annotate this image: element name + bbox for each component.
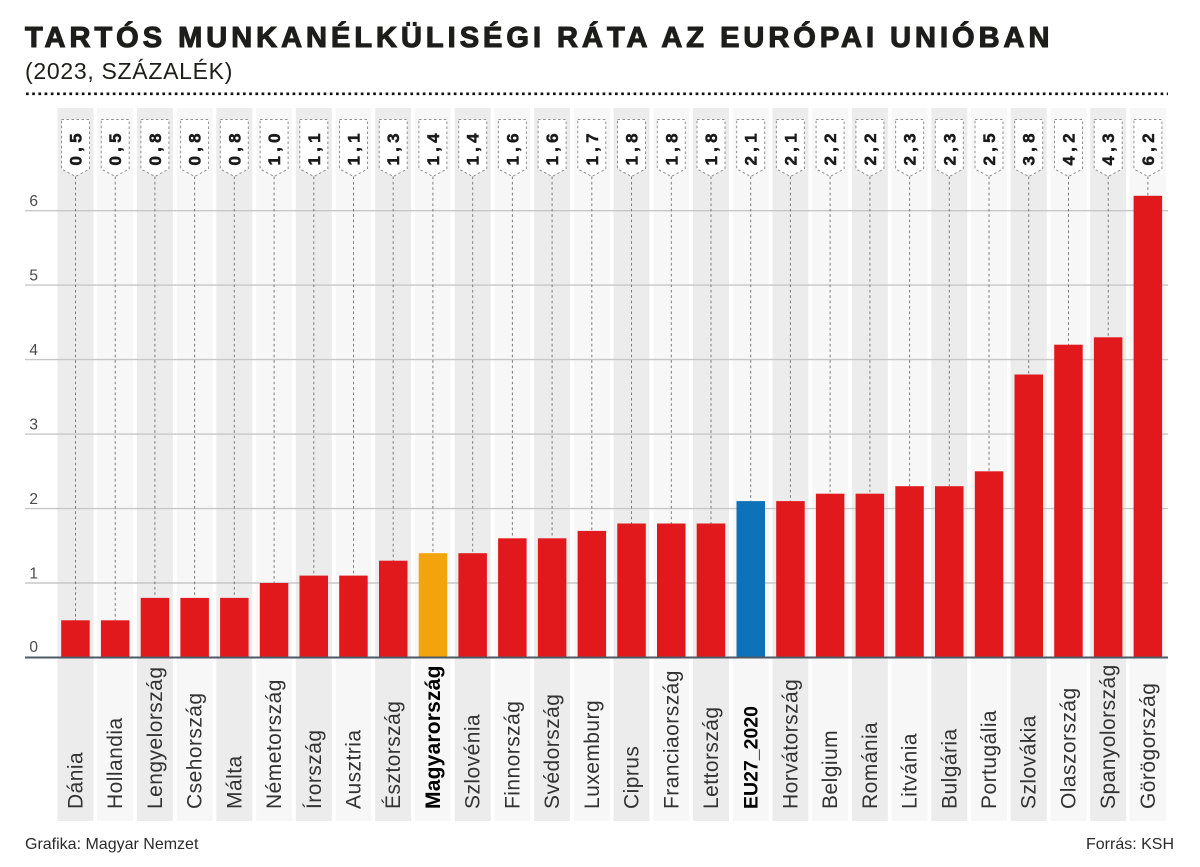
svg-text:1,4: 1,4 bbox=[424, 129, 443, 165]
svg-text:Szlovénia: Szlovénia bbox=[462, 714, 485, 809]
svg-text:0: 0 bbox=[29, 639, 38, 656]
svg-text:6,2: 6,2 bbox=[1139, 129, 1158, 165]
svg-text:1,6: 1,6 bbox=[543, 129, 562, 165]
svg-text:6: 6 bbox=[29, 193, 38, 210]
svg-text:EU27_2020: EU27_2020 bbox=[741, 706, 763, 809]
svg-text:1,1: 1,1 bbox=[345, 129, 364, 165]
svg-text:Horvátország: Horvátország bbox=[779, 679, 802, 809]
svg-text:Észtország: Észtország bbox=[382, 701, 405, 809]
svg-text:2,5: 2,5 bbox=[980, 129, 999, 165]
svg-text:2,2: 2,2 bbox=[821, 129, 840, 165]
svg-text:0,8: 0,8 bbox=[146, 129, 165, 165]
svg-text:4,2: 4,2 bbox=[1060, 129, 1079, 165]
svg-text:Magyarország: Magyarország bbox=[422, 665, 445, 809]
svg-text:Írország: Írország bbox=[303, 730, 326, 809]
svg-text:Ciprus: Ciprus bbox=[621, 746, 644, 809]
svg-text:3: 3 bbox=[29, 417, 38, 434]
svg-text:Dánia: Dánia bbox=[65, 752, 88, 809]
svg-text:5: 5 bbox=[29, 268, 38, 285]
svg-text:2,3: 2,3 bbox=[901, 129, 920, 165]
svg-text:1: 1 bbox=[29, 566, 38, 583]
svg-text:2,1: 2,1 bbox=[742, 129, 761, 165]
svg-text:0,8: 0,8 bbox=[225, 129, 244, 165]
svg-text:1,8: 1,8 bbox=[623, 129, 642, 165]
svg-text:0,8: 0,8 bbox=[186, 129, 205, 165]
svg-text:Bulgária: Bulgária bbox=[938, 728, 961, 809]
svg-text:1,3: 1,3 bbox=[384, 129, 403, 165]
svg-text:Románia: Románia bbox=[859, 722, 882, 809]
svg-text:1,6: 1,6 bbox=[503, 129, 522, 165]
svg-text:Görögország: Görögország bbox=[1137, 683, 1160, 809]
svg-text:1,4: 1,4 bbox=[464, 129, 483, 165]
svg-text:Csehország: Csehország bbox=[184, 692, 207, 809]
svg-text:Lettország: Lettország bbox=[700, 706, 723, 809]
svg-text:0,5: 0,5 bbox=[67, 129, 86, 165]
svg-text:1,1: 1,1 bbox=[305, 129, 324, 165]
svg-text:2,3: 2,3 bbox=[940, 129, 959, 165]
svg-text:4,3: 4,3 bbox=[1099, 129, 1118, 165]
svg-text:Lengyelország: Lengyelország bbox=[144, 667, 167, 809]
svg-text:Ausztria: Ausztria bbox=[343, 730, 366, 809]
svg-text:Luxemburg: Luxemburg bbox=[581, 700, 604, 809]
svg-text:Finnország: Finnország bbox=[501, 701, 524, 809]
svg-text:Svédország: Svédország bbox=[541, 694, 564, 809]
svg-text:Franciaország: Franciaország bbox=[660, 670, 683, 809]
svg-text:Litvánia: Litvánia bbox=[899, 733, 922, 809]
svg-text:2: 2 bbox=[29, 491, 38, 508]
svg-text:Hollandia: Hollandia bbox=[104, 717, 127, 809]
svg-text:Szlovákia: Szlovákia bbox=[1018, 715, 1041, 809]
svg-text:Portugália: Portugália bbox=[978, 710, 1001, 809]
svg-text:Olaszország: Olaszország bbox=[1058, 687, 1081, 809]
svg-text:1,0: 1,0 bbox=[265, 129, 284, 165]
svg-text:4: 4 bbox=[29, 342, 38, 359]
svg-text:1,7: 1,7 bbox=[583, 129, 602, 165]
svg-text:1,8: 1,8 bbox=[702, 129, 721, 165]
svg-text:Spanyolország: Spanyolország bbox=[1097, 664, 1120, 809]
svg-text:Belgium: Belgium bbox=[819, 730, 842, 809]
svg-text:Németország: Németország bbox=[263, 679, 286, 809]
svg-text:1,8: 1,8 bbox=[662, 129, 681, 165]
svg-text:3,8: 3,8 bbox=[1020, 129, 1039, 165]
svg-text:2,1: 2,1 bbox=[781, 129, 800, 165]
svg-text:2,2: 2,2 bbox=[861, 129, 880, 165]
svg-text:Málta: Málta bbox=[223, 755, 246, 809]
svg-text:0,5: 0,5 bbox=[106, 129, 125, 165]
